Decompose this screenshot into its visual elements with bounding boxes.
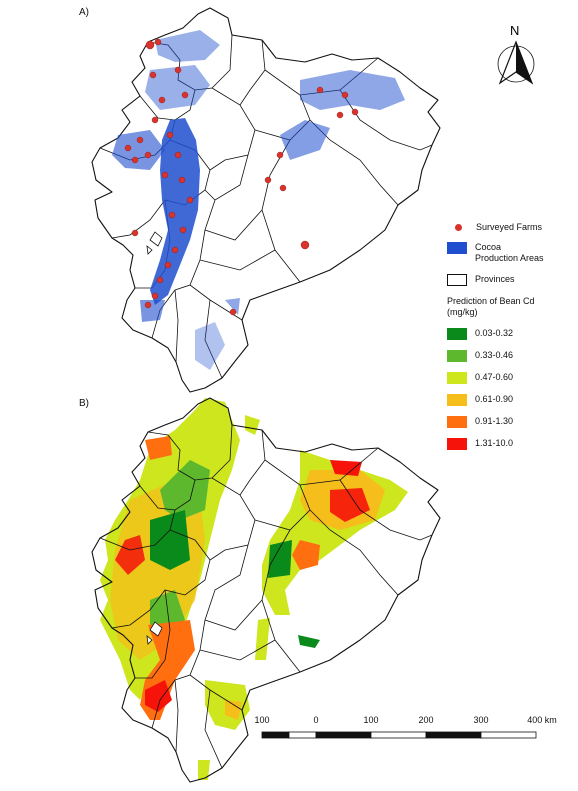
scale-label: 200 xyxy=(418,715,434,725)
class-swatch xyxy=(447,328,467,340)
class-label: 0.03-0.32 xyxy=(475,328,514,338)
class-swatch xyxy=(447,416,467,428)
class-swatch xyxy=(447,350,467,362)
panel-a-label: A) xyxy=(79,7,89,18)
legend-cocoa-areas: Cocoa Production Areas xyxy=(447,242,572,264)
map-panel-a: N xyxy=(91,7,535,393)
legend-class: 1.31-10.0 xyxy=(447,438,572,450)
scale-bar xyxy=(261,731,537,739)
legend-label: Surveyed Farms xyxy=(476,222,543,232)
class-swatch xyxy=(447,372,467,384)
north-arrow xyxy=(497,40,535,85)
legend-label: Provinces xyxy=(475,274,515,284)
scale-label: 400 km xyxy=(527,715,557,725)
coastal-islands-a xyxy=(146,231,163,255)
class-label: 0.61-0.90 xyxy=(475,394,514,404)
scale-label: 0 xyxy=(313,715,319,725)
surveyed-farm-points xyxy=(124,38,359,316)
class-swatch xyxy=(447,394,467,406)
scale-label: 100 xyxy=(254,715,270,725)
cocoa-swatch xyxy=(447,242,467,254)
class-label: 1.31-10.0 xyxy=(475,438,514,448)
class-label: 0.47-0.60 xyxy=(475,372,514,382)
class-label: 0.91-1.30 xyxy=(475,416,514,426)
cocoa-production-areas xyxy=(112,30,405,370)
legend-provinces: Provinces xyxy=(447,274,572,286)
legend-class: 0.03-0.32 xyxy=(447,328,572,340)
class-swatch xyxy=(447,438,467,450)
map-legend: Surveyed Farms Cocoa Production Areas Pr… xyxy=(447,222,572,460)
province-outline-b xyxy=(91,397,441,783)
legend-class: 0.47-0.60 xyxy=(447,372,572,384)
panel-b-label: B) xyxy=(79,398,89,409)
class-label: 0.33-0.46 xyxy=(475,350,514,360)
legend-surveyed-farms: Surveyed Farms xyxy=(447,222,572,232)
legend-class: 0.61-0.90 xyxy=(447,394,572,406)
prediction-classes: 0.03-0.32 0.33-0.46 0.47-0.60 0.61-0.90 … xyxy=(447,328,572,450)
scale-label: 100 xyxy=(363,715,379,725)
cd-prediction-surface xyxy=(100,398,408,780)
north-arrow-label: N xyxy=(510,23,519,38)
legend-class: 0.33-0.46 xyxy=(447,350,572,362)
legend-class: 0.91-1.30 xyxy=(447,416,572,428)
prediction-legend-title: Prediction of Bean Cd (mg/kg) xyxy=(447,296,535,317)
scale-label: 300 xyxy=(473,715,489,725)
farm-dot-swatch xyxy=(455,224,462,231)
province-boundaries-b xyxy=(99,424,433,769)
province-swatch xyxy=(447,274,467,286)
coastal-islands-b xyxy=(146,621,163,645)
legend-label: Cocoa Production Areas xyxy=(475,242,544,263)
